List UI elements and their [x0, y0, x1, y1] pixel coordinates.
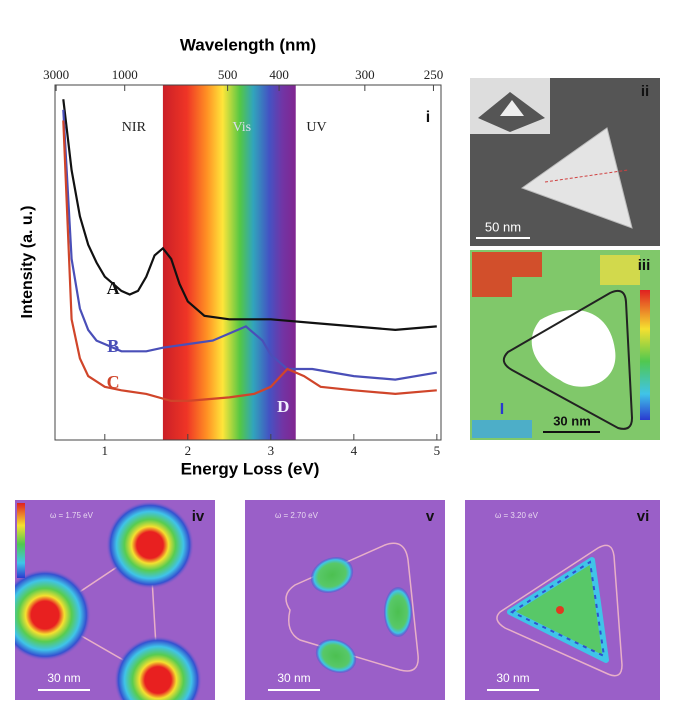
panel-label: ii	[641, 83, 649, 100]
panel-iii: iii I 30 nm	[470, 250, 660, 440]
colorbar	[17, 503, 25, 578]
series-label: C	[107, 372, 120, 392]
scale-bar-label: 30 nm	[496, 671, 529, 685]
energy-label: ω = 2.70 eV	[275, 511, 319, 520]
y-axis-label: Intensity (a. u.)	[19, 206, 36, 319]
visible-spectrum	[163, 85, 296, 440]
series-label: B	[107, 336, 119, 356]
energy-label: ω = 3.20 eV	[495, 511, 539, 520]
chart-title: Wavelength (nm)	[180, 35, 316, 54]
scale-bar-label: 30 nm	[47, 671, 80, 685]
scale-bar-label: 30 nm	[277, 671, 310, 685]
x-tick-label: 5	[434, 443, 441, 458]
panel-iv: ω = 1.75 eV iv 30 nm	[0, 500, 215, 724]
figure: Wavelength (nm) Energy Loss (eV) Intensi…	[0, 0, 674, 726]
panel-v: ω = 2.70 eV v 30 nm	[245, 500, 445, 700]
x-tick-label: 1	[102, 443, 109, 458]
map-region	[472, 420, 532, 438]
hotspot	[106, 501, 194, 589]
map-region	[600, 255, 640, 285]
hotspot	[384, 587, 412, 637]
x-tick-label: 4	[351, 443, 358, 458]
x-axis-label: Energy Loss (eV)	[181, 459, 320, 478]
panel-label: iv	[192, 508, 205, 525]
panel-ii: ii 50 nm	[470, 78, 660, 246]
x2-tick-label: 400	[269, 67, 289, 82]
x2-tick-label: 3000	[43, 67, 69, 82]
energy-label: ω = 1.75 eV	[50, 511, 94, 520]
panel-vi: ω = 3.20 eV vi 30 nm	[465, 500, 660, 700]
spectrum-chart: Wavelength (nm) Energy Loss (eV) Intensi…	[19, 35, 443, 478]
scale-bar-label: 30 nm	[553, 413, 591, 428]
panel-label: vi	[637, 508, 650, 525]
scale-bar-label: 50 nm	[485, 219, 521, 234]
x2-tick-label: 250	[424, 67, 444, 82]
band-label: NIR	[122, 120, 147, 135]
annotation: D	[277, 397, 289, 416]
x2-tick-label: 500	[218, 67, 238, 82]
panel-label: i	[426, 109, 430, 126]
hotspot	[114, 636, 202, 724]
x2-tick-label: 300	[355, 67, 375, 82]
marker: I	[500, 401, 504, 418]
hotspot	[0, 569, 91, 661]
x-tick-label: 2	[185, 443, 192, 458]
x-tick-label: 3	[268, 443, 275, 458]
colorbar	[640, 290, 650, 420]
hotspot-center	[556, 606, 564, 614]
band-label: Vis	[232, 120, 251, 135]
series-label: A	[107, 278, 120, 298]
x2-tick-label: 1000	[112, 67, 138, 82]
panel-label: v	[426, 508, 435, 525]
band-label: UV	[306, 120, 326, 135]
panel-label: iii	[638, 257, 651, 274]
